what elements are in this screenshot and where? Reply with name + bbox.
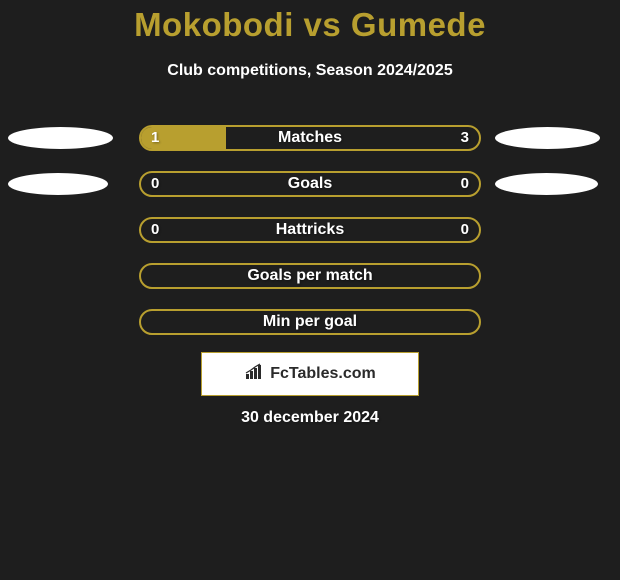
stat-label: Hattricks <box>141 219 479 241</box>
stat-bar: Matches1 3 <box>139 125 481 151</box>
stats-infographic: Mokobodi vs Gumede Club competitions, Se… <box>0 0 620 580</box>
stat-label: Matches <box>141 127 479 149</box>
stat-label: Min per goal <box>141 311 479 333</box>
stat-row: Min per goal <box>0 309 620 335</box>
stat-right-value: 0 <box>461 173 469 195</box>
stat-right-value: 0 <box>461 219 469 241</box>
source-badge-text: FcTables.com <box>270 365 376 383</box>
stat-left-value: 0 <box>151 219 159 241</box>
subtitle: Club competitions, Season 2024/2025 <box>0 62 620 80</box>
date-text: 30 december 2024 <box>0 409 620 427</box>
stat-right-value: 3 <box>461 127 469 149</box>
bar-chart-icon <box>244 363 266 386</box>
source-badge: FcTables.com <box>201 352 419 396</box>
stat-left-value: 1 <box>151 127 159 149</box>
stat-bar: Min per goal <box>139 309 481 335</box>
stat-label: Goals <box>141 173 479 195</box>
player-right-marker <box>495 127 600 149</box>
stat-bar: Goals per match <box>139 263 481 289</box>
player-left-marker <box>8 127 113 149</box>
stat-row: Matches1 3 <box>0 125 620 151</box>
player-left-marker <box>8 173 108 195</box>
stat-left-value: 0 <box>151 173 159 195</box>
player-right-marker <box>495 173 598 195</box>
stat-row: Goals0 0 <box>0 171 620 197</box>
stat-label: Goals per match <box>141 265 479 287</box>
stat-bar: Hattricks0 0 <box>139 217 481 243</box>
stat-bar: Goals0 0 <box>139 171 481 197</box>
source-badge-content: FcTables.com <box>244 363 376 386</box>
page-title: Mokobodi vs Gumede <box>0 6 620 44</box>
stat-row: Hattricks0 0 <box>0 217 620 243</box>
stat-row: Goals per match <box>0 263 620 289</box>
